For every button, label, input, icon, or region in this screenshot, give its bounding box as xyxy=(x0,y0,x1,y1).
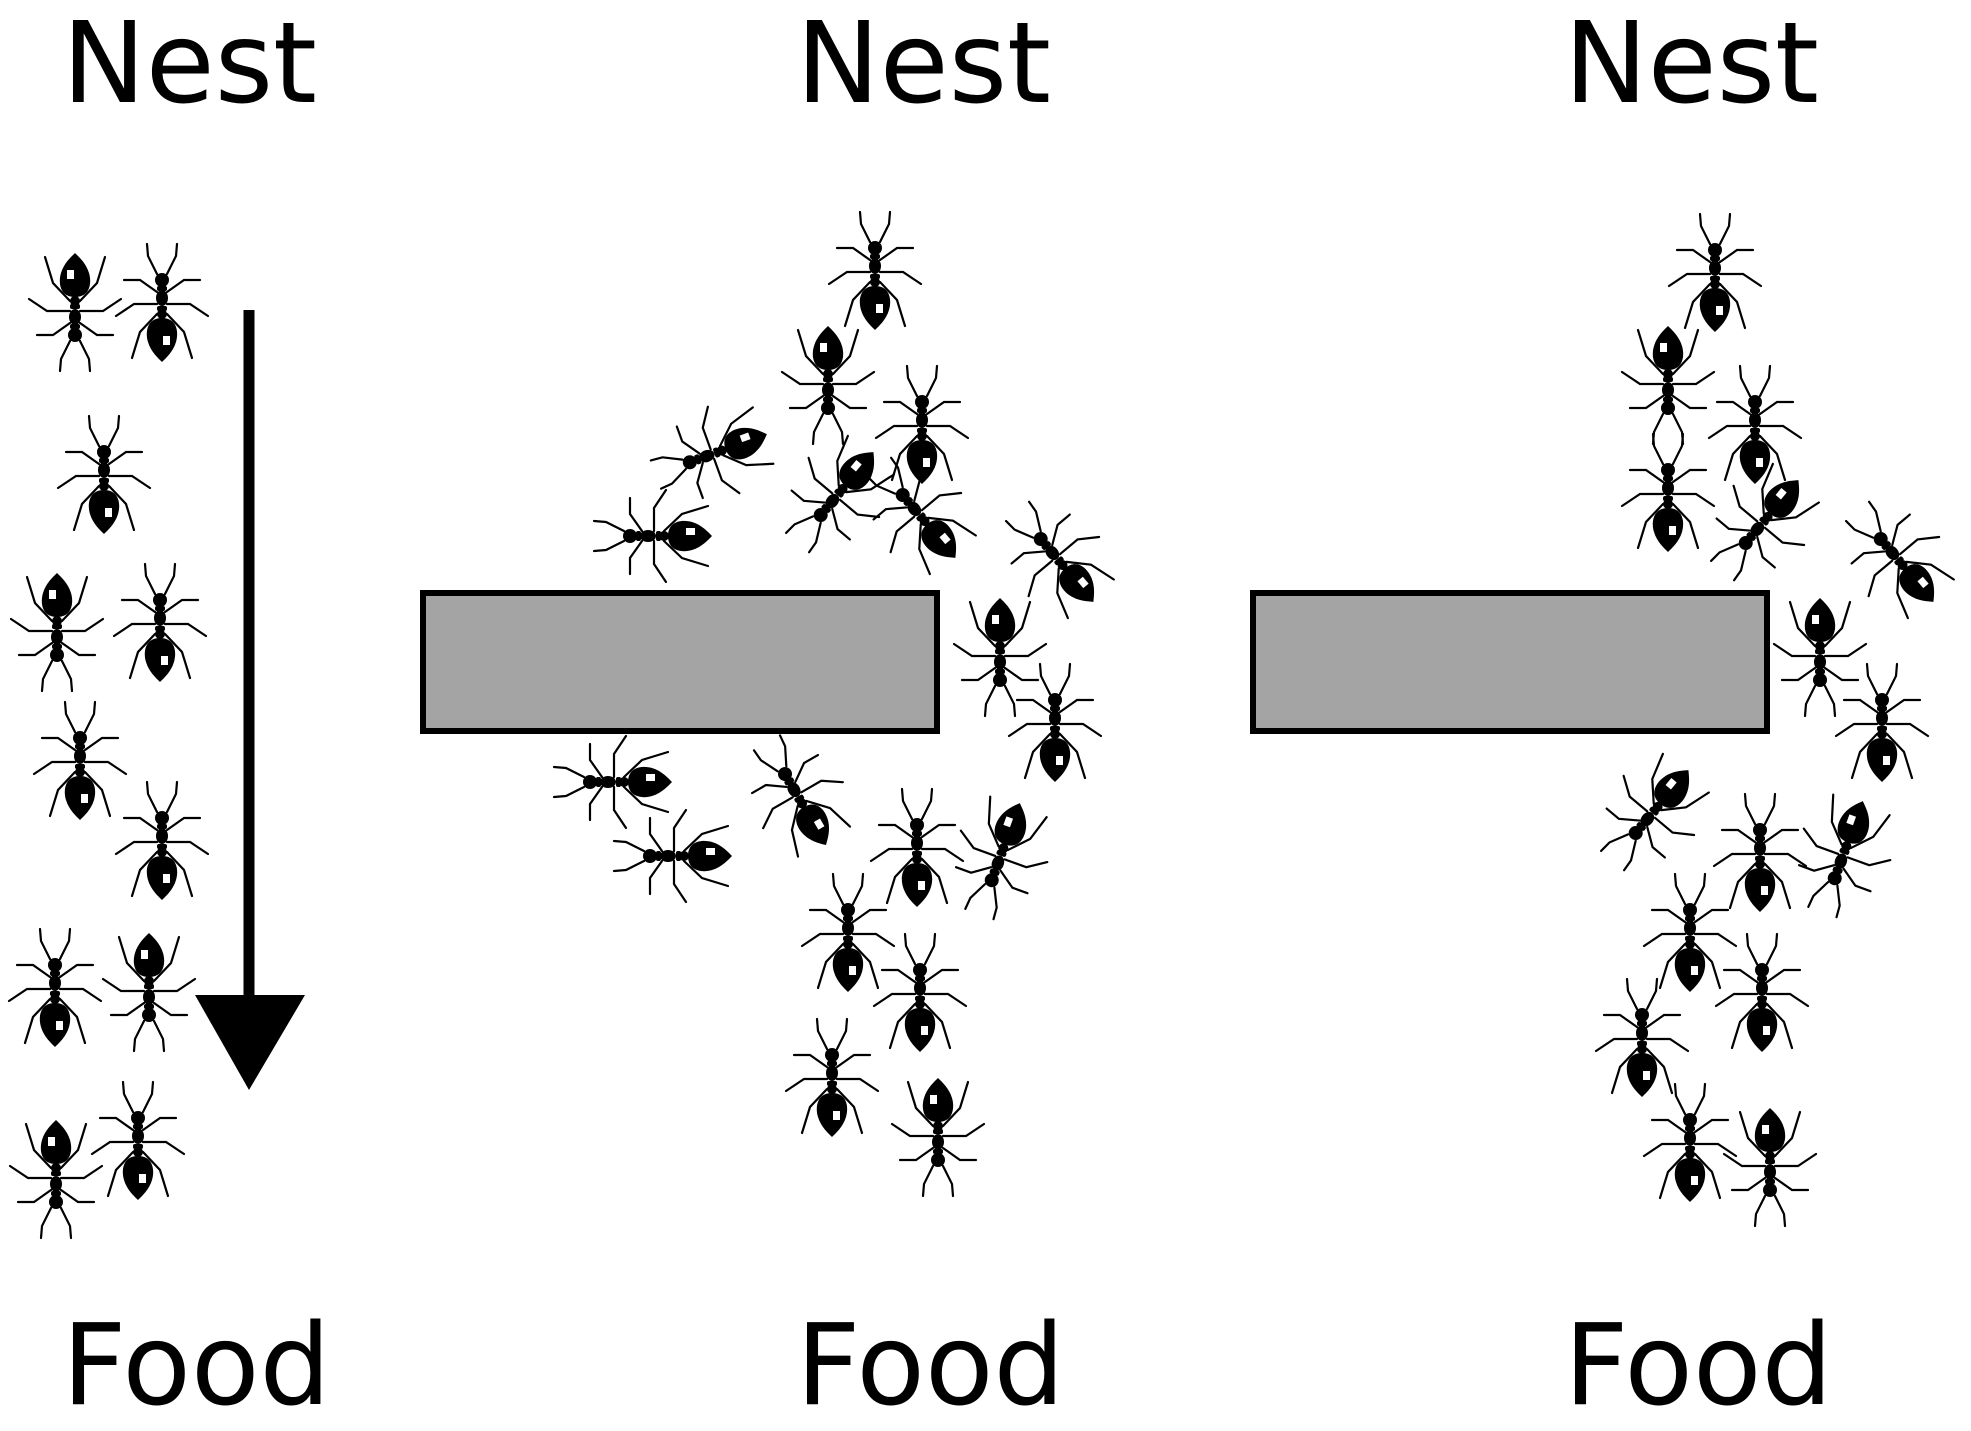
ant-icon xyxy=(780,324,876,446)
ant-icon xyxy=(112,562,208,684)
ant-icon xyxy=(9,571,105,693)
ant-icon xyxy=(101,931,197,1053)
ant-icon xyxy=(827,210,923,332)
ant-icon xyxy=(90,1080,186,1202)
ant-icon xyxy=(1714,932,1810,1054)
ant-icon xyxy=(1707,364,1803,486)
ant-icon xyxy=(1576,739,1725,892)
ant-icon xyxy=(784,1017,880,1139)
panel-3-food-label: Food xyxy=(1564,1301,1833,1431)
ant-icon xyxy=(935,786,1065,931)
ant-icon xyxy=(639,389,784,519)
ant-icon xyxy=(890,1076,986,1198)
ant-icon xyxy=(612,808,734,904)
ant-icon xyxy=(874,364,970,486)
arrow-down-icon xyxy=(195,310,305,1090)
ant-icon xyxy=(726,718,867,870)
panel-2-obstacle xyxy=(420,590,940,734)
ant-icon xyxy=(800,872,896,994)
ant-icon xyxy=(8,1118,104,1240)
ant-icon xyxy=(1620,324,1716,446)
ant-icon xyxy=(27,251,123,373)
panel-1-food-label: Food xyxy=(62,1301,331,1431)
panel-2-food-label: Food xyxy=(796,1301,1065,1431)
ant-icon xyxy=(592,488,714,584)
panel-1-nest-label: Nest xyxy=(62,0,317,129)
ant-icon xyxy=(114,242,210,364)
ant-icon xyxy=(872,932,968,1054)
ant-icon xyxy=(1620,432,1716,554)
panel-3-nest-label: Nest xyxy=(1564,0,1819,129)
ant-icon xyxy=(1642,1082,1738,1204)
ant-icon xyxy=(7,927,103,1049)
panel-3-obstacle xyxy=(1250,590,1770,734)
ant-icon xyxy=(32,700,128,822)
ant-icon xyxy=(869,787,965,909)
ant-icon xyxy=(1007,662,1103,784)
ant-icon xyxy=(1778,784,1908,929)
ant-icon xyxy=(952,596,1048,718)
ant-icon xyxy=(1772,596,1868,718)
ant-icon xyxy=(1834,662,1930,784)
ant-icon xyxy=(1821,480,1970,633)
ant-icon xyxy=(1667,212,1763,334)
ant-icon xyxy=(114,780,210,902)
ant-icon xyxy=(1722,1106,1818,1228)
ant-icon xyxy=(56,414,152,536)
panel-1-ants xyxy=(7,242,210,1240)
ant-icon xyxy=(1594,977,1690,1099)
ant-icon xyxy=(552,734,674,830)
panel-2-nest-label: Nest xyxy=(796,0,1051,129)
ant-icon xyxy=(1642,872,1738,994)
ant-icon xyxy=(761,421,910,574)
ant-icon xyxy=(1712,792,1808,914)
